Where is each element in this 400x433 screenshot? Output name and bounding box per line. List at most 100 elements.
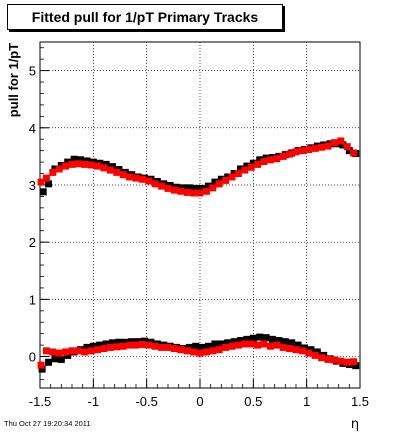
data-point [164, 343, 172, 351]
axis-ticks [39, 47, 361, 388]
data-point [164, 184, 172, 192]
y-tick-label: 1 [29, 292, 36, 307]
data-point [74, 347, 82, 355]
data-point [170, 345, 178, 353]
data-point [138, 341, 146, 349]
y-tick-label: 2 [29, 235, 36, 250]
data-point [234, 341, 242, 349]
data-point [228, 173, 236, 181]
data-point [192, 184, 200, 192]
data-point [318, 143, 326, 151]
data-point [196, 349, 204, 357]
data-point [337, 137, 345, 145]
data-point [281, 338, 289, 346]
data-point [45, 180, 53, 188]
data-point [94, 346, 102, 354]
data-point [294, 341, 302, 349]
data-point [243, 162, 251, 170]
data-point [254, 160, 262, 168]
data-point [241, 340, 249, 348]
data-point [254, 341, 262, 349]
data-point [132, 174, 140, 182]
y-tick-label: 4 [29, 121, 36, 136]
data-point [311, 351, 319, 359]
data-point [57, 355, 65, 363]
data-point [37, 178, 45, 186]
data-point [343, 358, 351, 366]
y-axis-label: pull for 1/pT [6, 43, 21, 117]
data-point [330, 356, 338, 364]
data-point [183, 188, 191, 196]
data-point [209, 347, 217, 355]
data-point [113, 168, 121, 176]
data-point [324, 355, 332, 363]
data-point [222, 176, 230, 184]
data-point [224, 339, 232, 347]
data-point [55, 349, 63, 357]
data-point [215, 180, 223, 188]
data-point [230, 338, 238, 346]
data-point [266, 342, 274, 350]
data-point [198, 343, 206, 351]
data-point [94, 162, 102, 170]
y-tick-label: 5 [29, 64, 36, 79]
data-point [247, 163, 255, 171]
chart-title: Fitted pull for 1/pT Primary Tracks [7, 4, 283, 30]
data-point [81, 160, 89, 168]
grid [40, 42, 360, 388]
x-tick-label: -1 [88, 394, 100, 409]
data-point [350, 149, 358, 157]
data-point [177, 187, 185, 195]
data-point [62, 348, 70, 356]
data-point [96, 341, 104, 349]
data-point [119, 171, 127, 179]
data-point [352, 362, 360, 370]
data-point [228, 342, 236, 350]
data-point [158, 343, 166, 351]
data-point [345, 147, 353, 155]
x-tick-label: 0 [196, 394, 203, 409]
data-point [279, 343, 287, 351]
data-point [70, 155, 78, 163]
data-point [151, 342, 159, 350]
data-point [196, 189, 204, 197]
data-point [211, 340, 219, 348]
data-point [158, 182, 166, 190]
tick-labels: -1.5 -1 -0.5 0 0.5 1 1.5 0 1 2 3 4 5 [29, 64, 369, 409]
data-point [106, 166, 114, 174]
data-point [260, 340, 268, 348]
data-point [292, 148, 300, 156]
data-point [138, 175, 146, 183]
data-point [68, 160, 76, 168]
data-point [337, 357, 345, 365]
data-point [39, 188, 47, 196]
y-tick-label: 0 [29, 350, 36, 365]
data-point [74, 160, 82, 168]
data-point [298, 147, 306, 155]
data-point [100, 164, 108, 172]
data-point [45, 358, 53, 366]
data-point [205, 342, 213, 350]
data-point [205, 182, 213, 190]
data-point [132, 341, 140, 349]
data-point [324, 142, 332, 150]
data-point [119, 342, 127, 350]
data-point [42, 174, 50, 182]
data-point [249, 159, 257, 167]
data-point [273, 155, 281, 163]
data-point [102, 340, 110, 348]
data-point [260, 158, 268, 166]
data-point [198, 184, 206, 192]
data-point [185, 184, 193, 192]
data-point [266, 156, 274, 164]
data-point [279, 152, 287, 160]
data-point [151, 180, 159, 188]
data-point [343, 143, 351, 151]
data-point [241, 166, 249, 174]
data-point [249, 334, 257, 342]
data-point [305, 146, 313, 154]
data-point [87, 347, 95, 355]
data-point [100, 345, 108, 353]
data-point [115, 338, 123, 346]
